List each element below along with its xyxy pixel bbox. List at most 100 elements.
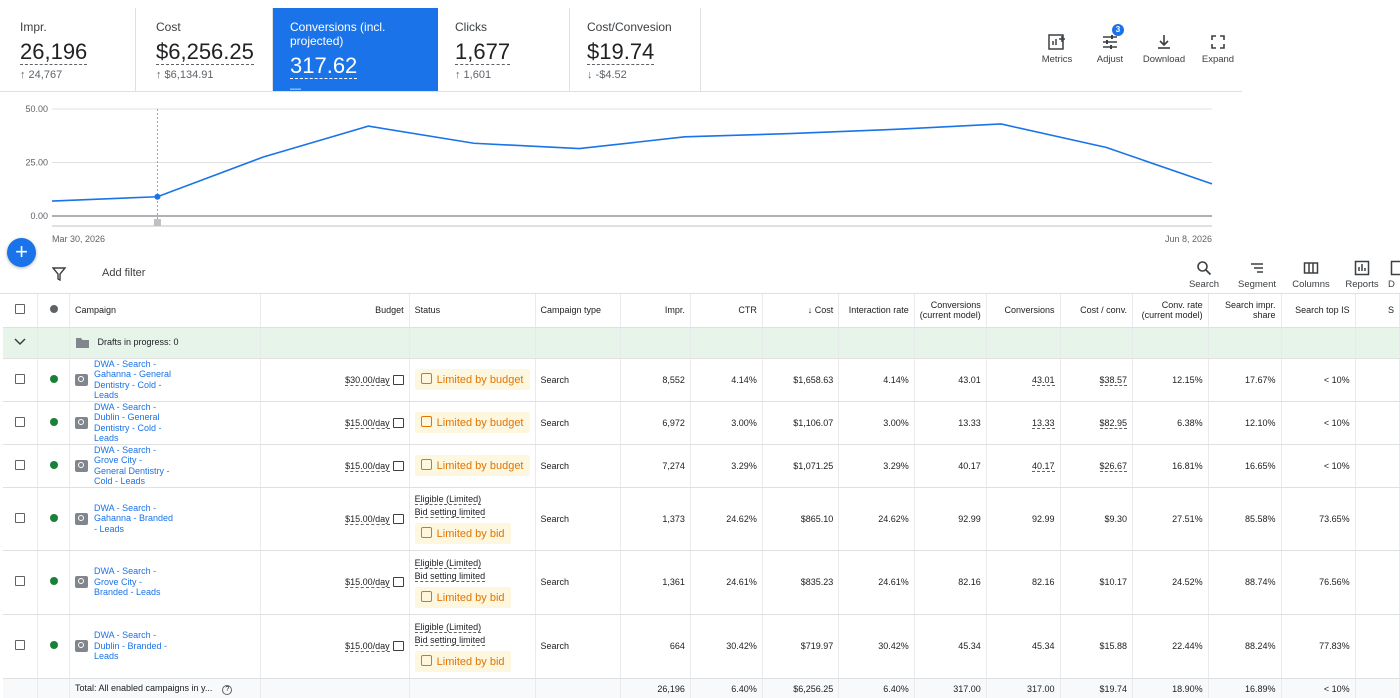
download-button[interactable]: Download xyxy=(1136,34,1192,65)
limited-status-chip[interactable]: Limited by bid xyxy=(414,523,511,544)
limited-status-chip[interactable]: Limited by bid xyxy=(414,650,511,672)
row-checkbox[interactable] xyxy=(15,512,26,523)
header-impr[interactable]: Impr. xyxy=(620,294,691,328)
header-search-impr-share[interactable]: Search impr. share xyxy=(1208,294,1282,328)
row-checkbox[interactable] xyxy=(15,576,26,586)
row-checkbox-cell[interactable] xyxy=(3,444,39,488)
limited-status-chip[interactable]: Limited by budget xyxy=(414,369,530,390)
table-row[interactable]: DWA - Search - Gahanna - Branded - Leads… xyxy=(3,487,1400,551)
row-status-cell[interactable] xyxy=(37,358,70,402)
row-status-cell[interactable] xyxy=(37,401,70,445)
budget-value[interactable]: $30.00/day xyxy=(345,374,390,386)
columns-button[interactable]: Columns xyxy=(1285,260,1337,290)
budget-value[interactable]: $15.00/day xyxy=(345,641,390,652)
campaign-link[interactable]: DWA - Search - Dublin - General Dentistr… xyxy=(93,401,162,444)
status-reason[interactable]: Bid setting limited xyxy=(414,507,486,518)
row-checkbox[interactable] xyxy=(15,416,26,427)
filter-icon[interactable] xyxy=(52,267,66,281)
enabled-dot-icon[interactable] xyxy=(49,417,58,426)
status-reason[interactable]: Bid setting limited xyxy=(414,634,486,646)
campaign-link[interactable]: DWA - Search - Grove City - General Dent… xyxy=(93,444,170,487)
metrics-button[interactable]: Metrics xyxy=(1029,34,1085,65)
search-button[interactable]: Search xyxy=(1178,260,1230,290)
campaign-link[interactable]: DWA - Search - Gahanna - General Dentist… xyxy=(93,358,172,401)
budget-chart-icon[interactable] xyxy=(392,417,404,428)
eligible-status[interactable]: Eligible (Limited) xyxy=(414,621,482,633)
enabled-dot-icon[interactable] xyxy=(49,374,58,383)
expand-button[interactable]: Expand xyxy=(1190,34,1246,65)
hover-handle[interactable] xyxy=(153,219,161,226)
metric-card-cost[interactable]: Cost $6,256.25 ↑ $6,134.91 xyxy=(136,8,273,92)
header-cost-per-conv[interactable]: Cost / conv. xyxy=(1060,294,1134,328)
enabled-dot-icon[interactable] xyxy=(49,460,58,469)
header-interaction-rate[interactable]: Interaction rate xyxy=(838,294,915,328)
budget-chart-icon[interactable] xyxy=(392,460,404,471)
row-checkbox[interactable] xyxy=(15,640,26,650)
table-row[interactable]: DWA - Search - Grove City - General Dent… xyxy=(3,444,1400,488)
cpc-value[interactable]: $38.57 xyxy=(1099,374,1128,386)
header-budget[interactable]: Budget xyxy=(260,294,410,328)
limited-status-chip[interactable]: Limited by budget xyxy=(414,412,530,433)
limited-status-chip[interactable]: Limited by budget xyxy=(414,455,530,476)
select-all-checkbox[interactable] xyxy=(15,304,26,315)
conv-value[interactable]: 40.17 xyxy=(1031,460,1055,472)
budget-chart-icon[interactable] xyxy=(392,374,404,385)
header-conversions-current-model[interactable]: Conversions (current model) xyxy=(914,294,987,328)
status-reason[interactable]: Bid setting limited xyxy=(414,570,486,582)
header-conversions[interactable]: Conversions xyxy=(986,294,1061,328)
limited-status-chip[interactable]: Limited by bid xyxy=(414,586,511,608)
header-cut-off[interactable]: S xyxy=(1355,294,1400,328)
cpc-value[interactable]: $82.95 xyxy=(1099,417,1128,429)
header-search-top-is[interactable]: Search top IS xyxy=(1281,294,1356,328)
table-row[interactable]: DWA - Search - Dublin - Branded - Leads $… xyxy=(3,614,1400,679)
budget-value[interactable]: $15.00/day xyxy=(345,577,390,588)
cpc-value[interactable]: $26.67 xyxy=(1099,460,1128,472)
metric-card-conversions[interactable]: Conversions (incl. projected) 317.62 — xyxy=(273,8,438,95)
row-status-cell[interactable] xyxy=(37,487,70,551)
drafts-row[interactable]: Drafts in progress: 0 xyxy=(3,327,1400,359)
table-row[interactable]: DWA - Search - Grove City - Branded - Le… xyxy=(3,550,1400,615)
row-status-cell[interactable] xyxy=(37,444,70,488)
budget-chart-icon[interactable] xyxy=(392,641,404,651)
conv-value[interactable]: 43.01 xyxy=(1031,374,1055,386)
table-row[interactable]: DWA - Search - Dublin - General Dentistr… xyxy=(3,401,1400,445)
adjust-button[interactable]: 3 Adjust xyxy=(1082,24,1138,65)
header-conv-rate[interactable]: Conv. rate (current model) xyxy=(1132,294,1209,328)
campaign-link[interactable]: DWA - Search - Grove City - Branded - Le… xyxy=(93,566,161,598)
budget-value[interactable]: $15.00/day xyxy=(345,460,390,472)
budget-chart-icon[interactable] xyxy=(392,577,404,587)
segment-button[interactable]: Segment xyxy=(1231,260,1283,290)
more-toolbar-button[interactable]: D xyxy=(1388,260,1400,290)
row-checkbox-cell[interactable] xyxy=(3,614,39,679)
eligible-status[interactable]: Eligible (Limited) xyxy=(414,494,482,505)
create-campaign-fab[interactable]: + xyxy=(7,238,36,267)
row-status-cell[interactable] xyxy=(37,614,70,679)
header-cost[interactable]: ↓ Cost xyxy=(762,294,840,328)
row-checkbox-cell[interactable] xyxy=(3,550,39,615)
select-all-cell[interactable] xyxy=(3,294,39,328)
header-campaign[interactable]: Campaign xyxy=(69,294,261,328)
budget-value[interactable]: $15.00/day xyxy=(345,417,390,429)
budget-value[interactable]: $15.00/day xyxy=(345,513,390,525)
drafts-toggle-cell[interactable] xyxy=(3,327,39,359)
reports-button[interactable]: Reports xyxy=(1336,260,1388,290)
row-checkbox-cell[interactable] xyxy=(3,401,39,445)
row-checkbox-cell[interactable] xyxy=(3,487,39,551)
eligible-status[interactable]: Eligible (Limited) xyxy=(414,557,482,569)
enabled-dot-icon[interactable] xyxy=(49,641,58,649)
enabled-dot-icon[interactable] xyxy=(49,577,58,585)
chevron-down-icon[interactable] xyxy=(14,337,26,346)
row-checkbox[interactable] xyxy=(15,459,26,470)
help-icon[interactable]: ? xyxy=(222,685,233,695)
header-ctr[interactable]: CTR xyxy=(690,294,763,328)
table-row[interactable]: DWA - Search - Gahanna - General Dentist… xyxy=(3,358,1400,402)
metric-card-clicks[interactable]: Clicks 1,677 ↑ 1,601 xyxy=(438,8,570,92)
conv-value[interactable]: 13.33 xyxy=(1031,417,1055,429)
add-filter-button[interactable]: Add filter xyxy=(102,267,146,279)
campaign-link[interactable]: DWA - Search - Gahanna - Branded - Leads xyxy=(93,502,174,534)
budget-chart-icon[interactable] xyxy=(392,513,404,524)
header-status[interactable]: Status xyxy=(409,294,536,328)
enabled-dot-icon[interactable] xyxy=(49,513,58,522)
row-checkbox[interactable] xyxy=(15,373,26,384)
header-campaign-type[interactable]: Campaign type xyxy=(535,294,622,328)
